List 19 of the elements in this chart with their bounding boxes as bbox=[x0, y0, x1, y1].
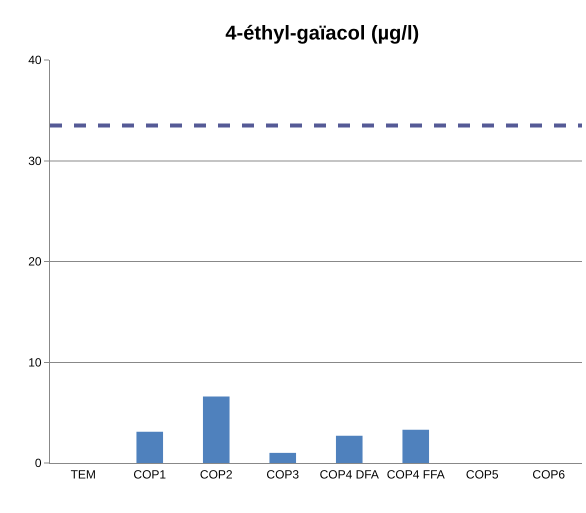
bar bbox=[202, 396, 230, 463]
x-tick-label: COP6 bbox=[532, 467, 566, 482]
x-tick-label: COP5 bbox=[466, 467, 499, 482]
x-tick-label: COP2 bbox=[200, 467, 233, 482]
x-tick-label: COP3 bbox=[266, 467, 300, 482]
x-tick-label: COP4 FFA bbox=[386, 467, 445, 482]
x-tick-label: TEM bbox=[70, 467, 96, 482]
y-tick-label: 20 bbox=[28, 254, 42, 269]
chart-title: 4-éthyl-gaïacol (µg/l) bbox=[225, 22, 420, 45]
y-tick-label: 10 bbox=[28, 355, 42, 370]
y-tick-label: 0 bbox=[34, 456, 42, 470]
x-tick-label: COP4 DFA bbox=[320, 467, 379, 482]
bar bbox=[402, 430, 430, 463]
bar bbox=[336, 436, 363, 463]
y-tick-label: 30 bbox=[28, 154, 42, 168]
bar bbox=[136, 432, 164, 463]
bar bbox=[269, 452, 296, 463]
x-tick-label: COP1 bbox=[133, 467, 166, 482]
y-tick-label: 40 bbox=[28, 53, 42, 68]
